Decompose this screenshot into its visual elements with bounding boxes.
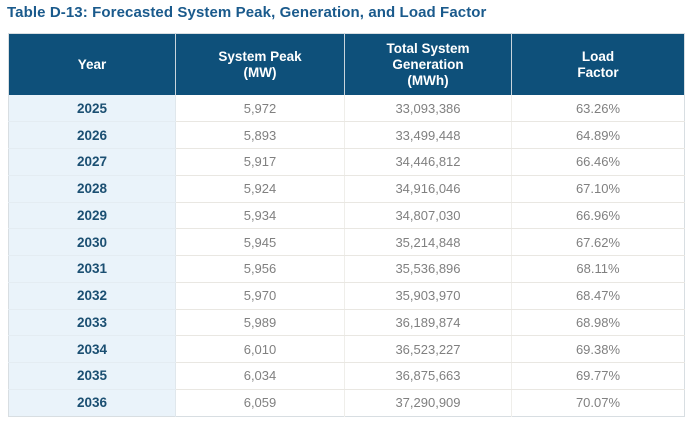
value-cell-system-peak-mw: 5,972	[175, 95, 345, 123]
year-cell: 2029	[8, 202, 176, 230]
value-cell-load-factor: 67.62%	[511, 228, 685, 256]
table-row: 2034 6,010 36,523,227 69.38%	[8, 335, 685, 363]
table-row: 2036 6,059 37,290,909 70.07%	[8, 389, 685, 416]
table-row: 2027 5,917 34,446,812 66.46%	[8, 148, 685, 176]
col-header-line: System Peak	[218, 48, 302, 64]
value-cell-load-factor: 70.07%	[511, 389, 685, 416]
value-cell-total-system-generation-mwh: 36,189,874	[344, 309, 512, 337]
year-cell: 2034	[8, 335, 176, 363]
table-title: Table D-13: Forecasted System Peak, Gene…	[7, 4, 487, 21]
col-header-line: Year	[77, 56, 107, 72]
value-cell-system-peak-mw: 5,917	[175, 148, 345, 176]
value-cell-load-factor: 67.10%	[511, 175, 685, 203]
value-cell-total-system-generation-mwh: 37,290,909	[344, 389, 512, 416]
forecast-table: Year System Peak (MW) Total System Generatio…	[8, 33, 685, 417]
value-cell-system-peak-mw: 6,034	[175, 362, 345, 390]
value-cell-load-factor: 68.47%	[511, 282, 685, 310]
value-cell-total-system-generation-mwh: 33,093,386	[344, 95, 512, 123]
table-row: 2028 5,924 34,916,046 67.10%	[8, 175, 685, 203]
value-cell-load-factor: 69.77%	[511, 362, 685, 390]
table-header-row: Year System Peak (MW) Total System Generatio…	[8, 33, 685, 95]
col-header-year: Year	[8, 33, 176, 95]
value-cell-total-system-generation-mwh: 34,916,046	[344, 175, 512, 203]
value-cell-load-factor: 64.89%	[511, 121, 685, 149]
year-cell: 2036	[8, 389, 176, 416]
col-header-line: Generation	[392, 56, 464, 72]
col-header-line: (MWh)	[407, 72, 449, 88]
value-cell-total-system-generation-mwh: 34,446,812	[344, 148, 512, 176]
table-row: 2025 5,972 33,093,386 63.26%	[8, 95, 685, 123]
value-cell-load-factor: 68.11%	[511, 255, 685, 283]
value-cell-system-peak-mw: 5,924	[175, 175, 345, 203]
value-cell-system-peak-mw: 5,956	[175, 255, 345, 283]
year-cell: 2035	[8, 362, 176, 390]
table-row: 2029 5,934 34,807,030 66.96%	[8, 202, 685, 230]
col-header-line: Factor	[577, 64, 619, 80]
col-header-line: Total System	[386, 40, 470, 56]
value-cell-total-system-generation-mwh: 34,807,030	[344, 202, 512, 230]
table-row: 2030 5,945 35,214,848 67.62%	[8, 228, 685, 256]
value-cell-load-factor: 69.38%	[511, 335, 685, 363]
value-cell-total-system-generation-mwh: 36,875,663	[344, 362, 512, 390]
value-cell-system-peak-mw: 6,010	[175, 335, 345, 363]
value-cell-total-system-generation-mwh: 36,523,227	[344, 335, 512, 363]
col-header-total-system-generation-mwh: Total System Generation (MWh)	[344, 33, 512, 95]
table-row: 2035 6,034 36,875,663 69.77%	[8, 362, 685, 390]
table-header: Year System Peak (MW) Total System Generatio…	[8, 33, 685, 95]
value-cell-load-factor: 66.96%	[511, 202, 685, 230]
value-cell-load-factor: 68.98%	[511, 309, 685, 337]
table-row: 2032 5,970 35,903,970 68.47%	[8, 282, 685, 310]
value-cell-load-factor: 63.26%	[511, 95, 685, 123]
value-cell-system-peak-mw: 5,893	[175, 121, 345, 149]
value-cell-total-system-generation-mwh: 35,903,970	[344, 282, 512, 310]
col-header-line: (MW)	[243, 64, 277, 80]
value-cell-system-peak-mw: 6,059	[175, 389, 345, 416]
value-cell-system-peak-mw: 5,945	[175, 228, 345, 256]
value-cell-load-factor: 66.46%	[511, 148, 685, 176]
year-cell: 2026	[8, 121, 176, 149]
value-cell-total-system-generation-mwh: 33,499,448	[344, 121, 512, 149]
value-cell-system-peak-mw: 5,989	[175, 309, 345, 337]
year-cell: 2031	[8, 255, 176, 283]
table-row: 2026 5,893 33,499,448 64.89%	[8, 121, 685, 149]
value-cell-system-peak-mw: 5,970	[175, 282, 345, 310]
table-body: 2025 5,972 33,093,386 63.26% 2026 5,893 33,499…	[8, 95, 685, 416]
value-cell-total-system-generation-mwh: 35,536,896	[344, 255, 512, 283]
table-row: 2031 5,956 35,536,896 68.11%	[8, 255, 685, 283]
col-header-line: Load	[581, 48, 615, 64]
year-cell: 2027	[8, 148, 176, 176]
value-cell-system-peak-mw: 5,934	[175, 202, 345, 230]
year-cell: 2025	[8, 95, 176, 123]
col-header-system-peak-mw: System Peak (MW)	[175, 33, 345, 95]
table-row: 2033 5,989 36,189,874 68.98%	[8, 309, 685, 337]
value-cell-total-system-generation-mwh: 35,214,848	[344, 228, 512, 256]
year-cell: 2028	[8, 175, 176, 203]
year-cell: 2032	[8, 282, 176, 310]
year-cell: 2030	[8, 228, 176, 256]
year-cell: 2033	[8, 309, 176, 337]
col-header-load-factor: Load Factor	[511, 33, 685, 95]
